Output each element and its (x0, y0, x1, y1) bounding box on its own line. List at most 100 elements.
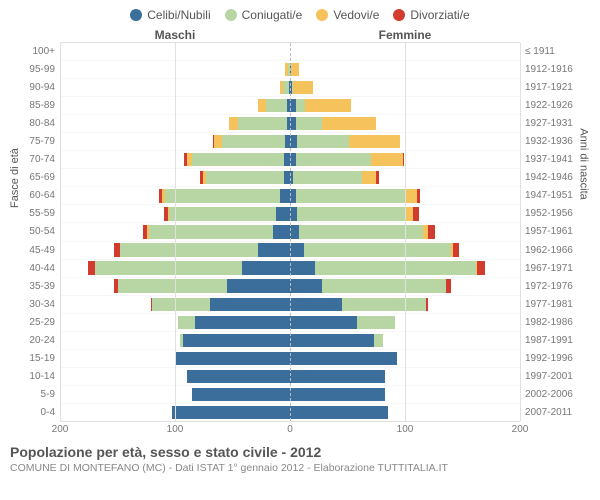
grid-line (520, 43, 521, 421)
year-label: 1912-1916 (520, 60, 590, 78)
segment-coniugati (152, 298, 210, 311)
segment-celibi (175, 352, 290, 365)
segment-divorziati (446, 279, 451, 292)
year-label: 1992-1996 (520, 350, 590, 368)
segment-coniugati (342, 298, 426, 311)
chart-title: Popolazione per età, sesso e stato civil… (10, 444, 590, 462)
age-label: 5-9 (10, 386, 60, 404)
legend-label: Divorziati/e (410, 8, 469, 22)
year-label: ≤ 1911 (520, 42, 590, 60)
segment-celibi (290, 135, 297, 148)
segment-coniugati (266, 99, 287, 112)
segment-coniugati (95, 261, 242, 274)
segment-divorziati (413, 207, 419, 220)
year-label: 1957-1961 (520, 223, 590, 241)
y-left-title: Fasce di età (9, 148, 21, 208)
x-tick-label: 200 (512, 424, 529, 435)
age-label: 20-24 (10, 332, 60, 350)
segment-divorziati (428, 225, 435, 238)
age-label: 10-14 (10, 368, 60, 386)
age-label: 30-34 (10, 295, 60, 313)
segment-celibi (290, 207, 297, 220)
segment-vedovi (406, 207, 413, 220)
legend-item-divorziati: Divorziati/e (393, 8, 469, 22)
segment-celibi (276, 207, 290, 220)
segment-celibi (258, 243, 290, 256)
segment-celibi (290, 316, 357, 329)
legend-label: Vedovi/e (333, 8, 379, 22)
segment-celibi (242, 261, 290, 274)
header-femmine: Femmine (290, 28, 520, 42)
age-label: 80-84 (10, 114, 60, 132)
x-tick-label: 100 (397, 424, 414, 435)
segment-coniugati (304, 243, 451, 256)
year-label: 2007-2011 (520, 404, 590, 422)
segment-divorziati (477, 261, 485, 274)
year-label: 1922-1926 (520, 96, 590, 114)
x-tick-label: 0 (287, 424, 293, 435)
segment-coniugati (206, 171, 284, 184)
year-label: 1972-1976 (520, 277, 590, 295)
segment-divorziati (403, 153, 404, 166)
segment-coniugati (296, 117, 322, 130)
segment-vedovi (258, 99, 266, 112)
segment-celibi (290, 388, 385, 401)
segment-coniugati (165, 189, 280, 202)
segment-coniugati (169, 207, 276, 220)
age-label: 100+ (10, 42, 60, 60)
age-label: 95-99 (10, 60, 60, 78)
column-headers: Maschi Femmine (10, 28, 590, 42)
plot-area: Fasce di età Anni di nascita 100+95-9990… (10, 42, 590, 422)
segment-vedovi (322, 117, 376, 130)
segment-coniugati (222, 135, 285, 148)
grid-line (175, 43, 176, 421)
segment-vedovi (293, 81, 313, 94)
year-label: 1917-1921 (520, 78, 590, 96)
segment-celibi (183, 334, 290, 347)
segment-vedovi (405, 189, 417, 202)
x-tick-label: 200 (52, 424, 69, 435)
segment-celibi (210, 298, 291, 311)
x-axis: 2001000100200 (10, 422, 590, 440)
segment-divorziati (376, 171, 378, 184)
segment-coniugati (120, 243, 258, 256)
segment-coniugati (238, 117, 286, 130)
age-label: 45-49 (10, 241, 60, 259)
segment-coniugati (118, 279, 227, 292)
segment-coniugati (357, 316, 395, 329)
coniugati-swatch (225, 9, 237, 21)
segment-celibi (280, 189, 290, 202)
legend-label: Coniugati/e (242, 8, 303, 22)
segment-coniugati (297, 135, 349, 148)
year-label: 1967-1971 (520, 259, 590, 277)
year-label: 2002-2006 (520, 386, 590, 404)
legend-item-vedovi: Vedovi/e (316, 8, 379, 22)
population-pyramid-chart: Celibi/Nubili Coniugati/e Vedovi/e Divorzia… (0, 0, 600, 500)
segment-vedovi (229, 117, 238, 130)
grid-line (405, 43, 406, 421)
age-label: 25-29 (10, 313, 60, 331)
segment-coniugati (296, 153, 371, 166)
segment-coniugati (192, 153, 284, 166)
segment-coniugati (293, 171, 362, 184)
segment-celibi (290, 406, 388, 419)
segment-celibi (192, 388, 290, 401)
segment-celibi (227, 279, 290, 292)
legend-label: Celibi/Nubili (147, 8, 210, 22)
year-label: 1982-1986 (520, 313, 590, 331)
segment-vedovi (305, 99, 351, 112)
legend-item-coniugati: Coniugati/e (225, 8, 303, 22)
segment-divorziati (453, 243, 459, 256)
segment-celibi (187, 370, 291, 383)
segment-coniugati (178, 316, 194, 329)
segment-coniugati (296, 99, 305, 112)
year-label: 1997-2001 (520, 368, 590, 386)
legend-item-celibi: Celibi/Nubili (130, 8, 210, 22)
segment-coniugati (322, 279, 446, 292)
segment-divorziati (417, 189, 420, 202)
segment-celibi (290, 352, 397, 365)
segment-vedovi (214, 135, 222, 148)
year-label: 1977-1981 (520, 295, 590, 313)
bars-zone (60, 42, 520, 422)
x-axis-ticks: 2001000100200 (60, 422, 520, 440)
